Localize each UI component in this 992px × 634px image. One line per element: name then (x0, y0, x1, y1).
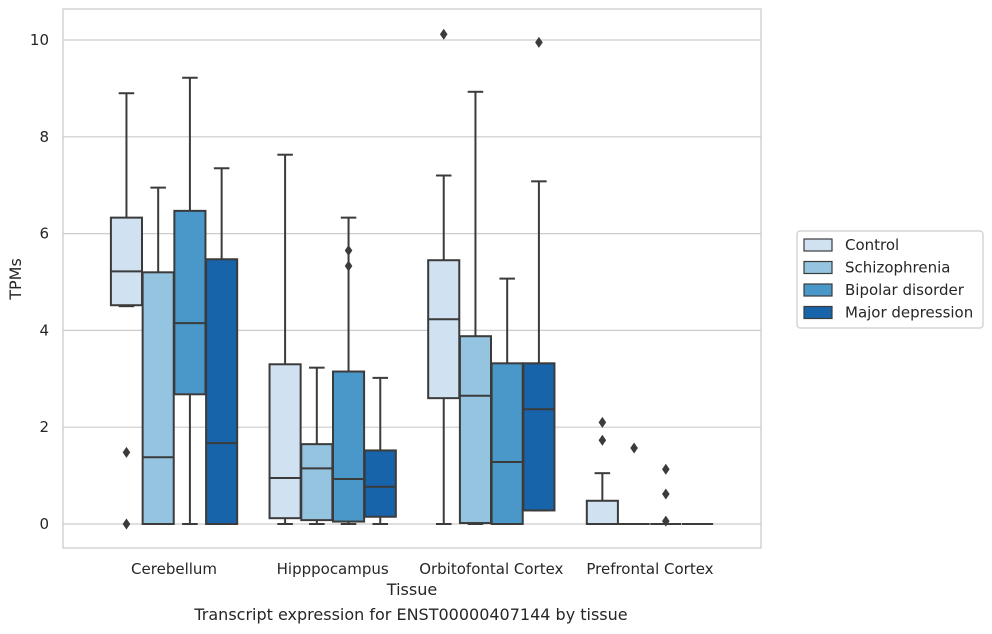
legend: Control Schizophrenia Bipolar disorder Majo… (796, 230, 984, 329)
plot-frame (62, 8, 762, 549)
box (490, 362, 524, 526)
x-tick-label: Prefrontal Cortex (586, 560, 713, 578)
outlier-point (598, 416, 607, 428)
outlier-point (439, 28, 448, 40)
box (522, 362, 556, 512)
box-plot (205, 167, 239, 525)
y-tick-label: 6 (39, 225, 49, 243)
y-axis-label: TPMs (6, 258, 25, 301)
box-plot (300, 366, 334, 525)
box-plot (522, 36, 556, 512)
box-plot (363, 376, 397, 525)
outlier-point (598, 434, 607, 446)
x-tick-labels: Cerebellum Hipppocampus Orbitofontal Corte… (131, 560, 714, 578)
y-tick-label: 10 (30, 31, 49, 49)
box (331, 370, 366, 523)
box-plot (490, 277, 524, 526)
outlier-point (662, 463, 670, 475)
legend-label: Schizophrenia (845, 259, 950, 277)
outlier-point (662, 488, 670, 500)
x-axis-label: Tissue (386, 580, 437, 599)
legend-label: Control (845, 236, 899, 254)
outlier-point (535, 36, 543, 48)
box-plot (650, 463, 682, 527)
box-plot (109, 92, 144, 530)
y-tick-label: 0 (39, 515, 49, 533)
box (173, 209, 207, 396)
y-tick-label: 2 (39, 418, 49, 436)
y-tick-label: 8 (39, 128, 49, 146)
outlier-point (630, 442, 638, 454)
box (300, 443, 334, 522)
outlier-point (662, 515, 670, 527)
legend-swatch (803, 283, 833, 297)
box-plot (331, 216, 366, 525)
legend-label: Major depression (845, 304, 973, 322)
outlier-point (122, 518, 131, 530)
box (205, 258, 239, 525)
outlier-point (122, 446, 131, 458)
y-tick-label: 4 (39, 321, 49, 339)
outlier-point (344, 245, 353, 257)
box (109, 216, 144, 307)
box (427, 259, 461, 400)
box-plot (141, 186, 175, 525)
x-tick-label: Hipppocampus (277, 560, 389, 578)
legend-swatch (803, 260, 833, 275)
box (268, 363, 302, 520)
box (363, 449, 397, 518)
box (585, 499, 619, 526)
box-plot (458, 90, 493, 525)
legend-label: Bipolar disorder (845, 281, 965, 299)
box-plot (585, 416, 619, 526)
legend-swatch (803, 238, 833, 252)
x-tick-label: Cerebellum (131, 560, 217, 578)
box (141, 271, 175, 525)
box-plot (268, 153, 302, 525)
y-tick-labels: 0 2 4 6 8 10 (30, 31, 49, 533)
box-plot (618, 442, 650, 525)
box-plot (427, 28, 461, 525)
box (458, 335, 493, 525)
legend-frame (796, 230, 984, 329)
outlier-point (344, 260, 353, 272)
box-series (109, 28, 714, 530)
box-plot (173, 76, 207, 525)
legend-swatch (803, 305, 833, 320)
figure-caption: Transcript expression for ENST0000040714… (194, 605, 628, 624)
x-tick-label: Orbitofontal Cortex (419, 560, 563, 578)
